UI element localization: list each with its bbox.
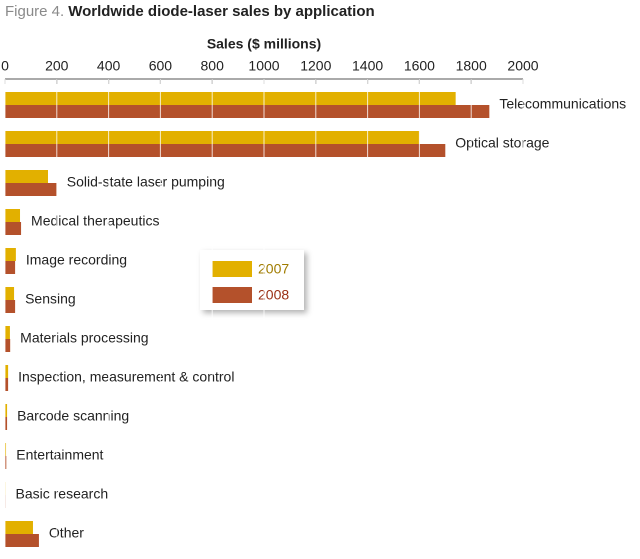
category-label: Sensing [25,291,76,307]
bar [5,404,8,417]
bar [5,378,9,391]
category-label: Barcode scanning [17,408,129,424]
bar [5,300,16,313]
bar [5,287,15,300]
bar [5,261,16,274]
x-tick-label: 200 [45,58,69,74]
x-tick-label: 400 [97,58,121,74]
category-label: Telecommunications [499,96,626,112]
x-tick-label: 1600 [404,58,435,74]
bar [5,521,33,534]
bar [5,170,48,183]
bar [5,339,11,352]
category-label: Entertainment [16,447,103,463]
bar [5,365,9,378]
category-label: Basic research [16,486,109,502]
bar [5,183,57,196]
x-tick-label: 2000 [507,58,538,74]
x-tick-label: 1800 [456,58,487,74]
category-label: Inspection, measurement & control [18,369,234,385]
x-tick-label: 600 [149,58,173,74]
bar [5,222,22,235]
chart-title: Worldwide diode-laser sales by applicati… [68,3,374,20]
bar [5,209,21,222]
figure-label: Figure 4. [5,3,64,20]
legend-label: 2007 [258,261,289,277]
x-tick-label: 1400 [352,58,383,74]
chart-title-group: Figure 4. Worldwide diode-laser sales by … [5,3,375,20]
legend-label: 2008 [258,287,289,303]
bar [5,248,16,261]
category-label: Image recording [26,252,127,268]
legend: 2007 2008 [200,250,304,310]
bar [5,92,456,105]
category-label: Materials processing [20,330,148,346]
bar [5,326,10,339]
legend-swatch [212,261,252,277]
bar [5,443,7,456]
category-label: Other [49,525,84,541]
x-tick-label: 1000 [248,58,279,74]
x-tick-label: 1200 [300,58,331,74]
bar [5,456,7,469]
x-axis-label: Sales ($ millions) [207,36,321,52]
legend-swatch [212,287,252,303]
category-label: Solid-state laser pumping [67,174,225,190]
category-label: Medical therapeutics [31,213,159,229]
bar [5,534,39,547]
bar [5,417,8,430]
category-label: Optical storage [455,135,549,151]
bar [5,144,446,157]
x-tick-label: 800 [201,58,225,74]
x-tick-label: 0 [1,58,9,74]
bar [5,105,490,118]
